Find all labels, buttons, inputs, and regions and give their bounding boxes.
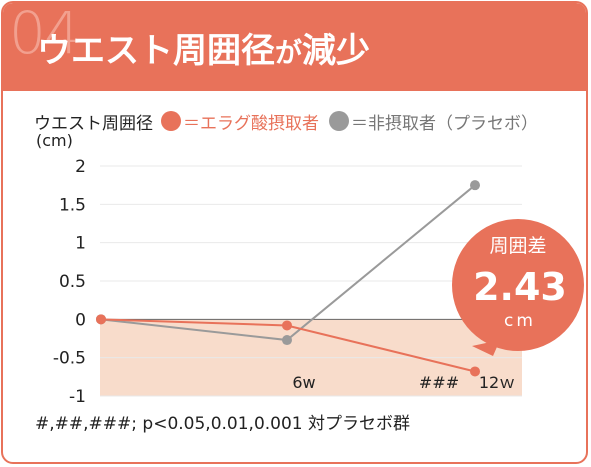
legend-dot-placebo-icon [329, 111, 349, 131]
data-point-ellagic [96, 314, 106, 325]
y-tick-label: 1 [75, 234, 86, 254]
title-particle: が [275, 38, 302, 69]
title-main: ウエスト周囲径 [37, 31, 275, 71]
legend-entry-ellagic: ＝エラグ酸摂取者 [183, 113, 319, 134]
callout-value: 2.43 [473, 265, 567, 309]
footnote: #,##,###; p<0.05,0.01,0.001 対プラセボ群 [35, 414, 411, 434]
data-point-placebo [470, 180, 480, 191]
data-point-placebo [282, 335, 292, 346]
y-tick-label: -0.5 [53, 349, 86, 369]
section-number: 04 [9, 1, 81, 67]
x-tick-label: 12ｗ [479, 373, 515, 392]
data-point-ellagic [282, 320, 292, 331]
callout-label: 周囲差 [489, 235, 546, 257]
page-title: ウエスト周囲径が減少 [37, 23, 370, 72]
title-emphasis: 減少 [302, 31, 370, 71]
y-axis-label: ウエスト周囲径 [34, 113, 153, 134]
header-banner: 04 ウエスト周囲径が減少 [3, 3, 586, 91]
y-tick-label: 2 [75, 157, 86, 177]
x-tick-label: 6w [292, 373, 315, 392]
y-tick-label: 0 [75, 310, 86, 330]
y-tick-label: 0.5 [59, 272, 86, 292]
legend: ウエスト周囲径 ＝エラグ酸摂取者 ＝非摂取者（プラセボ） [34, 108, 538, 134]
legend-dot-ellagic-icon [161, 111, 181, 131]
callout-unit: cm [504, 311, 536, 331]
data-point-ellagic [470, 366, 480, 377]
legend-entry-placebo: ＝非摂取者（プラセボ） [351, 113, 538, 134]
y-tick-label: 1.5 [59, 195, 86, 215]
callout-bubble [452, 219, 584, 351]
y-axis-unit: (cm) [36, 131, 73, 150]
y-tick-label: -1 [69, 387, 86, 407]
series-line-placebo [100, 184, 476, 342]
significance-annotation: ### [419, 373, 459, 392]
